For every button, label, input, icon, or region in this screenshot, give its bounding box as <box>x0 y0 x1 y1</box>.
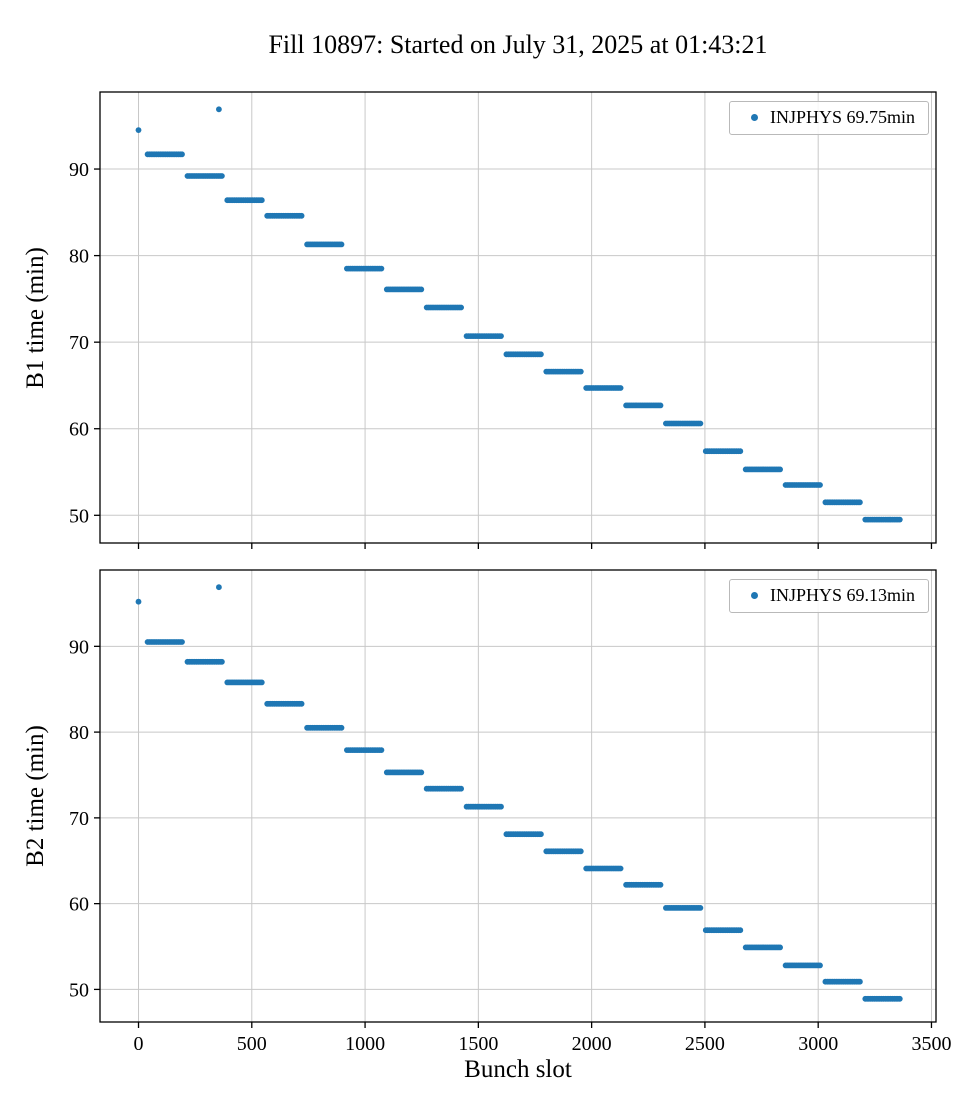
b1-legend-label: INJPHYS 69.75min <box>769 107 915 127</box>
y-tick-label: 60 <box>69 894 89 916</box>
x-tick-label: 2500 <box>685 1033 725 1055</box>
x-tick-label: 1500 <box>458 1033 498 1055</box>
axes-b2: 0 500 1000 1500 2000 2500 3000 3500 50 60 70 80 90 <box>69 569 951 1055</box>
scatter-series-b2 <box>135 584 903 1002</box>
x-tick-label: 1000 <box>345 1033 385 1055</box>
x-tick-label: 500 <box>237 1033 267 1055</box>
y-tick-label: 90 <box>69 159 89 181</box>
x-tick-label: 3000 <box>798 1033 838 1055</box>
y-tick-label: 90 <box>69 636 89 658</box>
x-axis-label: Bunch slot <box>464 1056 572 1083</box>
axes-b1: 50 60 70 80 90 <box>69 91 937 549</box>
b2-y-axis-label: B2 time (min) <box>22 725 49 867</box>
y-tick-label: 50 <box>69 505 89 527</box>
figure-title: Fill 10897: Started on July 31, 2025 at … <box>268 30 768 59</box>
scatter-series-b1 <box>135 106 903 523</box>
y-tick-label: 60 <box>69 419 89 441</box>
b1-legend: INJPHYS 69.75min <box>728 101 929 135</box>
y-tick-label: 50 <box>69 979 89 1001</box>
axes-frame <box>99 569 937 1023</box>
y-tick-label: 70 <box>69 332 89 354</box>
b2-legend: INJPHYS 69.13min <box>728 579 929 613</box>
x-tick-label: 3500 <box>911 1033 951 1055</box>
b2-legend-marker-icon <box>750 592 758 600</box>
y-tick-label: 80 <box>69 246 89 268</box>
b2-legend-label: INJPHYS 69.13min <box>769 585 915 605</box>
axes-frame <box>99 91 937 544</box>
x-tick-label: 2000 <box>572 1033 612 1055</box>
b1-y-axis-label: B1 time (min) <box>22 247 49 389</box>
y-tick-label: 80 <box>69 722 89 744</box>
y-tick-label: 70 <box>69 808 89 830</box>
b1-legend-marker-icon <box>750 114 758 122</box>
x-tick-label: 0 <box>134 1033 144 1055</box>
